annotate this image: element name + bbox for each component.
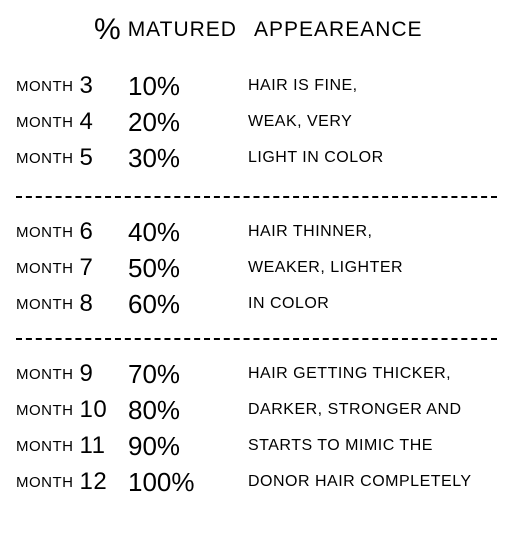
col-percents: 10% 20% 30%: [128, 68, 248, 176]
section-divider: [16, 338, 497, 340]
col-months: MONTH3 MONTH4 MONTH5: [16, 68, 128, 176]
month-row: MONTH5: [16, 140, 128, 176]
percent-icon: %: [157, 395, 180, 426]
desc-line: WEAK, VERY: [248, 104, 491, 140]
col-percents: 70% 80% 90% 100%: [128, 356, 248, 500]
pct-value: 70%: [128, 356, 248, 392]
desc-line: LIGHT IN COLOR: [248, 140, 491, 176]
col-months: MONTH9 MONTH10 MONTH11 MONTH12: [16, 356, 128, 500]
col-months: MONTH6 MONTH7 MONTH8: [16, 214, 128, 322]
col-description: HAIR IS FINE, WEAK, VERY LIGHT IN COLOR: [248, 68, 497, 176]
percent-icon: %: [157, 71, 180, 102]
pct-value: 20%: [128, 104, 248, 140]
percent-icon: %: [171, 467, 194, 498]
header-appearance-label: APPEAREANCE: [254, 18, 423, 42]
desc-line: HAIR IS FINE,: [248, 68, 491, 104]
pct-value: 50%: [128, 250, 248, 286]
table-header: % MATURED APPEAREANCE: [16, 18, 497, 42]
month-row: MONTH10: [16, 392, 128, 428]
month-row: MONTH11: [16, 428, 128, 464]
col-percents: 40% 50% 60%: [128, 214, 248, 322]
col-description: HAIR GETTING THICKER, DARKER, STRONGER A…: [248, 356, 497, 500]
month-row: MONTH4: [16, 104, 128, 140]
percent-icon: %: [157, 431, 180, 462]
pct-value: 100%: [128, 464, 248, 500]
section-2: MONTH6 MONTH7 MONTH8 40% 50% 60% HAIR TH…: [16, 200, 497, 336]
pct-value: 40%: [128, 214, 248, 250]
percent-icon: %: [157, 359, 180, 390]
pct-value: 80%: [128, 392, 248, 428]
desc-line: DARKER, STRONGER AND: [248, 392, 491, 428]
pct-value: 60%: [128, 286, 248, 322]
percent-icon: %: [157, 107, 180, 138]
percent-icon: %: [157, 143, 180, 174]
month-row: MONTH7: [16, 250, 128, 286]
month-row: MONTH9: [16, 356, 128, 392]
header-matured-label: MATURED: [128, 18, 237, 42]
percent-icon: %: [157, 289, 180, 320]
desc-line: WEAKER, LIGHTER: [248, 250, 491, 286]
percent-icon: %: [157, 253, 180, 284]
section-1: MONTH3 MONTH4 MONTH5 10% 20% 30% HAIR IS…: [16, 64, 497, 194]
desc-line: STARTS TO MIMIC THE: [248, 428, 491, 464]
section-divider: [16, 196, 497, 198]
month-row: MONTH6: [16, 214, 128, 250]
pct-value: 90%: [128, 428, 248, 464]
desc-line: DONOR HAIR COMPLETELY: [248, 464, 491, 500]
pct-value: 10%: [128, 68, 248, 104]
pct-value: 30%: [128, 140, 248, 176]
month-row: MONTH8: [16, 286, 128, 322]
percent-icon: %: [94, 18, 122, 42]
month-row: MONTH3: [16, 68, 128, 104]
percent-icon: %: [157, 217, 180, 248]
desc-line: HAIR THINNER,: [248, 214, 491, 250]
header-matured: % MATURED: [94, 18, 254, 42]
month-row: MONTH12: [16, 464, 128, 500]
section-3: MONTH9 MONTH10 MONTH11 MONTH12 70% 80% 9…: [16, 342, 497, 514]
col-description: HAIR THINNER, WEAKER, LIGHTER IN COLOR: [248, 214, 497, 322]
desc-line: IN COLOR: [248, 286, 491, 322]
desc-line: HAIR GETTING THICKER,: [248, 356, 491, 392]
